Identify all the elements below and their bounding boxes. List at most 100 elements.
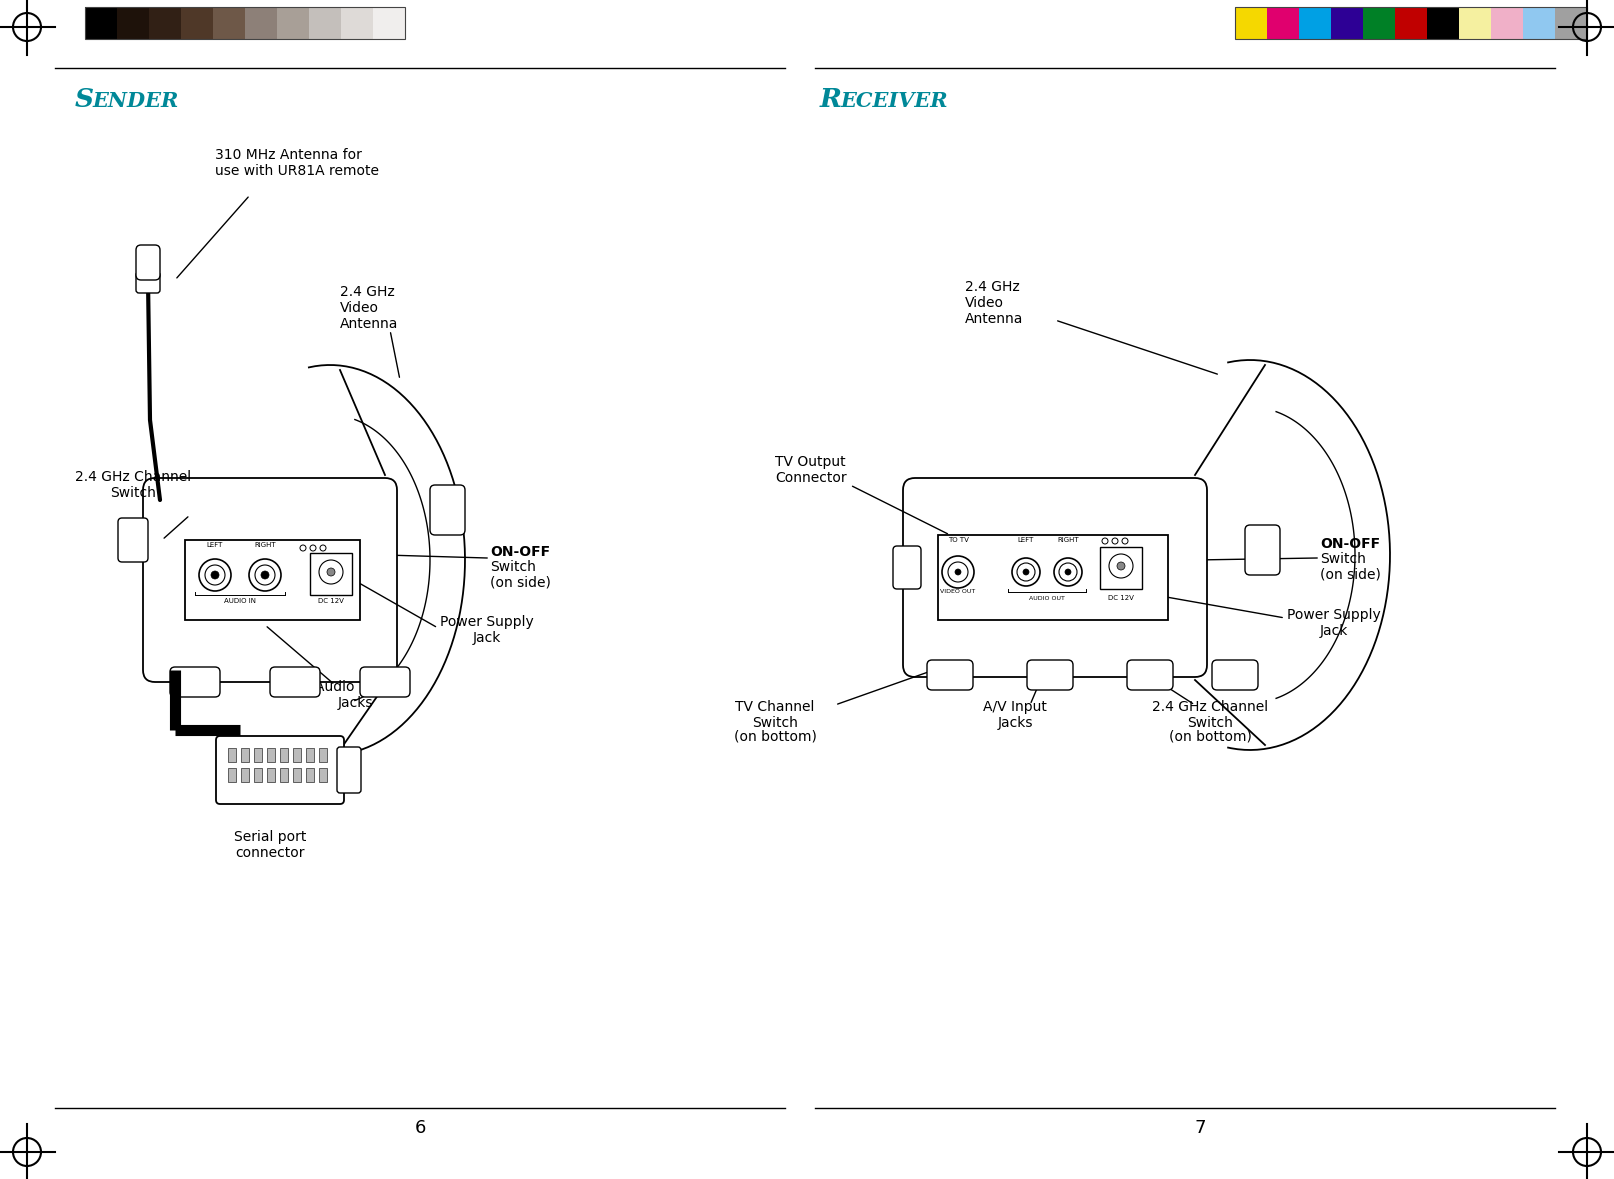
Bar (320, 768, 328, 782)
Bar (310, 553, 352, 595)
Circle shape (943, 556, 973, 588)
FancyBboxPatch shape (1244, 525, 1280, 575)
Circle shape (320, 560, 344, 584)
Circle shape (1065, 569, 1072, 575)
Text: VIDEO OUT: VIDEO OUT (941, 590, 975, 594)
Bar (1235, 7, 1587, 39)
Bar (1491, 7, 1524, 39)
Text: S: S (74, 87, 94, 112)
FancyBboxPatch shape (902, 477, 1207, 677)
Text: Serial port
connector: Serial port connector (234, 830, 307, 861)
Circle shape (1017, 564, 1035, 581)
Circle shape (255, 565, 274, 585)
FancyBboxPatch shape (136, 245, 160, 279)
Text: ECEIVER: ECEIVER (839, 91, 947, 111)
Bar (341, 7, 373, 39)
Circle shape (261, 571, 270, 579)
Text: DC 12V: DC 12V (318, 598, 344, 604)
Circle shape (1054, 558, 1081, 586)
FancyBboxPatch shape (169, 667, 220, 697)
Bar (1332, 7, 1362, 39)
Bar (240, 747, 249, 762)
Circle shape (1102, 538, 1107, 544)
Bar (278, 7, 308, 39)
Bar (307, 747, 315, 762)
FancyBboxPatch shape (429, 485, 465, 535)
Circle shape (1023, 569, 1030, 575)
Bar (253, 747, 261, 762)
FancyBboxPatch shape (270, 667, 320, 697)
FancyBboxPatch shape (136, 272, 160, 294)
Text: TV Channel
Switch: TV Channel Switch (736, 700, 815, 730)
Bar (213, 7, 245, 39)
Text: 2.4 GHz
Video
Antenna: 2.4 GHz Video Antenna (341, 285, 399, 331)
Bar (1362, 7, 1394, 39)
Bar (320, 747, 328, 762)
Circle shape (211, 571, 220, 579)
Text: R: R (820, 87, 843, 112)
Bar (1524, 7, 1554, 39)
Bar (266, 747, 274, 762)
Text: TO TV: TO TV (947, 536, 968, 544)
Bar (186, 540, 360, 620)
Bar (373, 7, 405, 39)
Bar (279, 768, 287, 782)
Bar (1267, 7, 1299, 39)
Bar (1554, 7, 1587, 39)
Bar (1101, 547, 1143, 590)
Bar (1459, 7, 1491, 39)
Bar (279, 747, 287, 762)
Bar (86, 7, 405, 39)
Text: 6: 6 (415, 1119, 426, 1137)
Text: LEFT: LEFT (1018, 536, 1035, 544)
Circle shape (947, 562, 968, 582)
Bar (240, 768, 249, 782)
Text: 2.4 GHz
Video
Antenna: 2.4 GHz Video Antenna (965, 279, 1023, 327)
Text: A/V Input
Jacks: A/V Input Jacks (983, 700, 1047, 730)
Bar (228, 768, 236, 782)
FancyBboxPatch shape (144, 477, 397, 681)
Bar (1299, 7, 1332, 39)
Text: LEFT: LEFT (207, 542, 223, 548)
Text: (on side): (on side) (491, 577, 550, 590)
Bar (116, 7, 148, 39)
Text: DC 12V: DC 12V (1109, 595, 1135, 601)
Bar (228, 747, 236, 762)
Text: (on bottom): (on bottom) (1169, 730, 1251, 744)
Bar (148, 7, 181, 39)
Text: (on bottom): (on bottom) (733, 730, 817, 744)
Bar (1394, 7, 1427, 39)
Text: 310 MHz Antenna for
use with UR81A remote: 310 MHz Antenna for use with UR81A remot… (215, 149, 379, 178)
Text: AUDIO OUT: AUDIO OUT (1030, 597, 1065, 601)
Bar (294, 747, 300, 762)
FancyBboxPatch shape (926, 660, 973, 690)
FancyBboxPatch shape (1127, 660, 1173, 690)
FancyBboxPatch shape (1027, 660, 1073, 690)
Text: Power Supply
Jack: Power Supply Jack (1286, 608, 1380, 638)
FancyBboxPatch shape (216, 736, 344, 804)
Circle shape (320, 545, 326, 551)
Bar (181, 7, 213, 39)
Circle shape (310, 545, 316, 551)
Circle shape (1117, 562, 1125, 569)
Text: AUDIO IN: AUDIO IN (224, 598, 257, 604)
Text: RIGHT: RIGHT (1057, 536, 1078, 544)
FancyBboxPatch shape (1212, 660, 1257, 690)
Text: RIGHT: RIGHT (253, 542, 276, 548)
Bar (307, 768, 315, 782)
Text: ON-OFF: ON-OFF (1320, 536, 1380, 551)
Text: Switch: Switch (491, 560, 536, 574)
Bar (1235, 7, 1267, 39)
Bar (245, 7, 278, 39)
Circle shape (955, 569, 960, 575)
Circle shape (1109, 554, 1133, 578)
Bar (938, 535, 1169, 620)
Circle shape (249, 559, 281, 591)
Text: 2.4 GHz Channel
Switch: 2.4 GHz Channel Switch (74, 470, 190, 500)
Text: 7: 7 (1194, 1119, 1206, 1137)
Text: Power Supply
Jack: Power Supply Jack (441, 615, 534, 645)
FancyBboxPatch shape (118, 518, 148, 562)
Bar (308, 7, 341, 39)
Circle shape (1059, 564, 1077, 581)
Circle shape (300, 545, 307, 551)
